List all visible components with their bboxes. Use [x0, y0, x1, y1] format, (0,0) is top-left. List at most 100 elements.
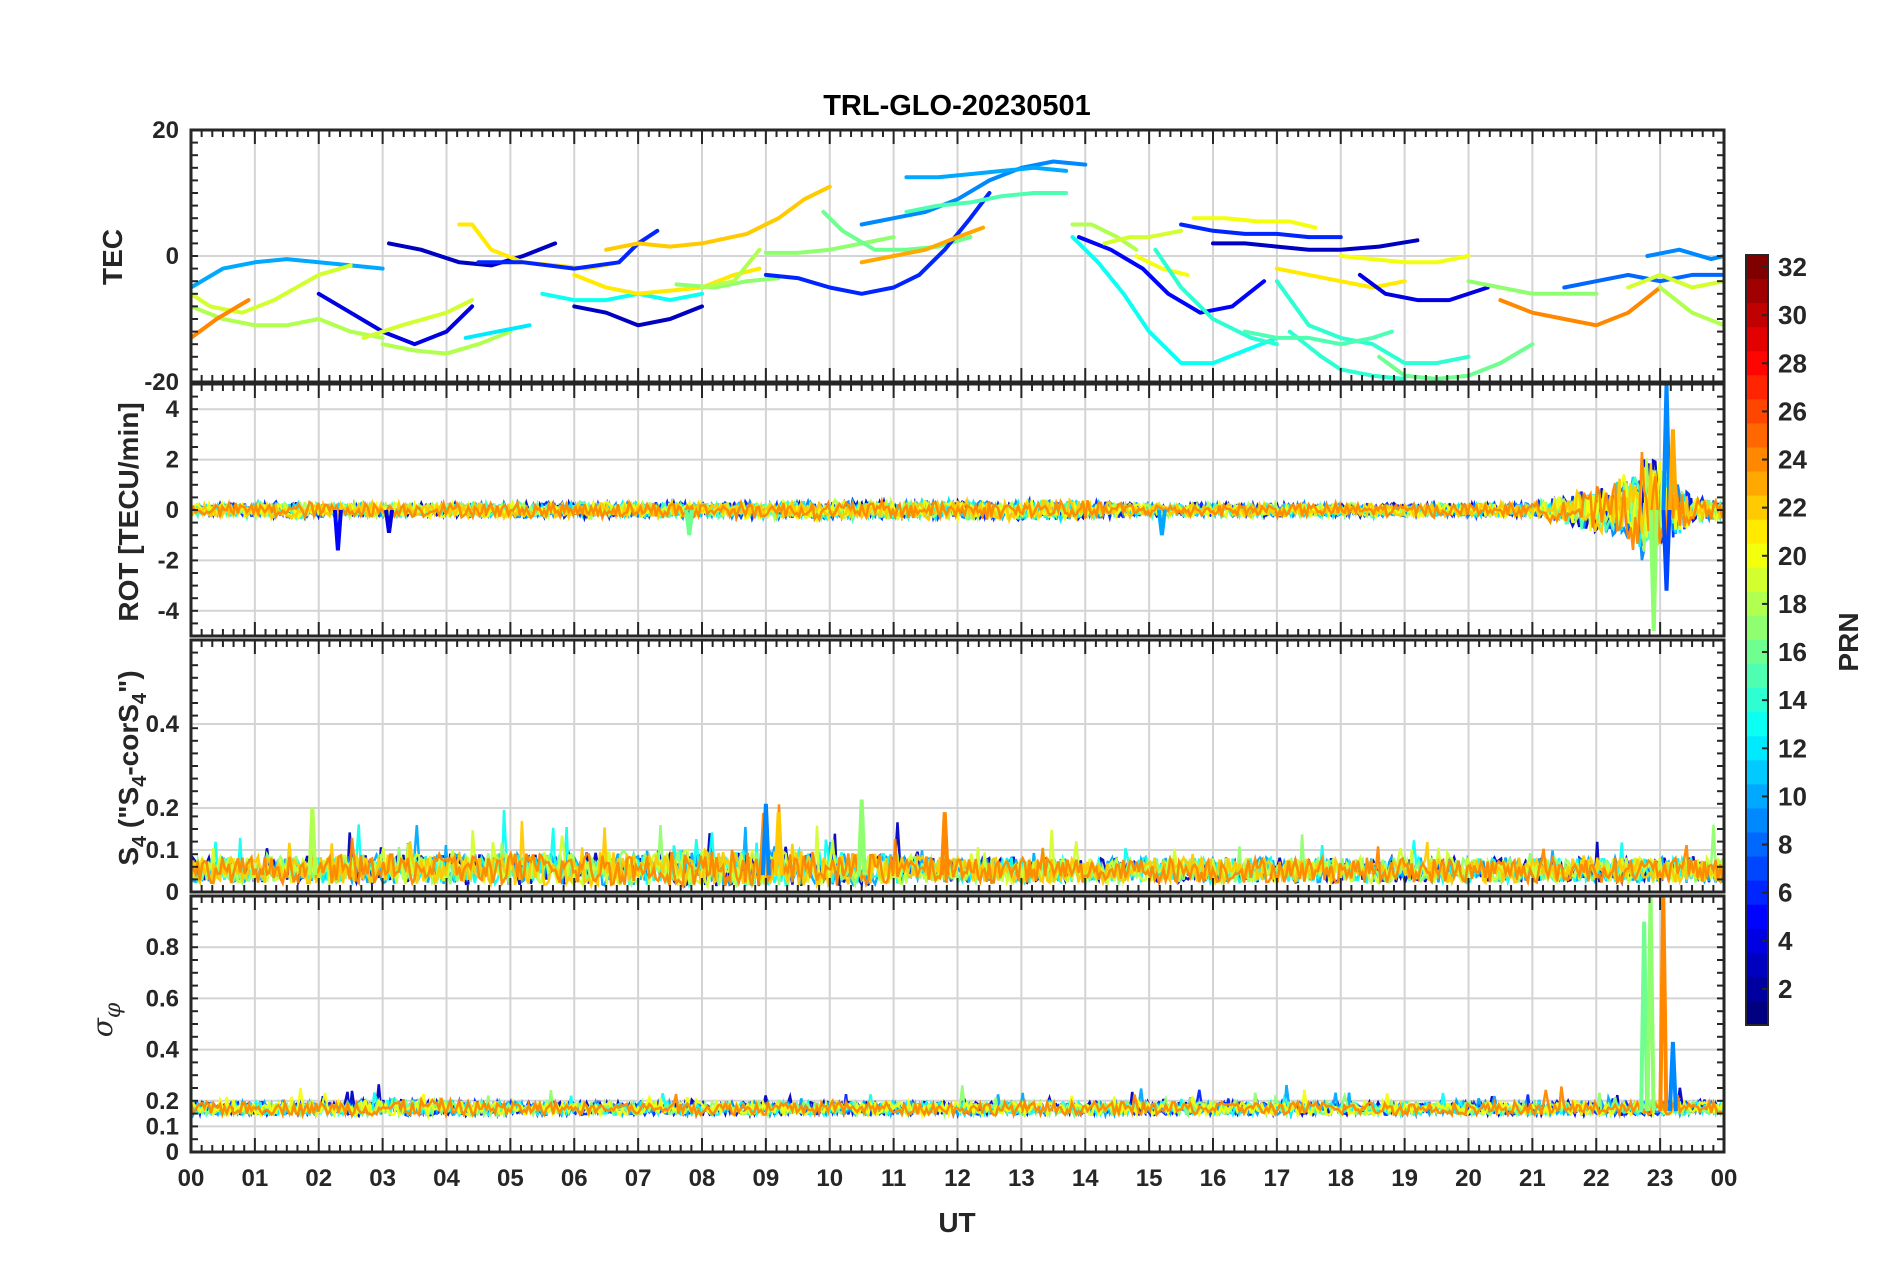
tec-series-line — [1338, 254, 1471, 265]
colorbar-tick-label: 16 — [1778, 637, 1807, 667]
tec-series-line — [1377, 342, 1535, 381]
rot-y-tick-label: 2 — [166, 447, 179, 474]
rot-spike — [1661, 509, 1672, 591]
s4-axis-label: S4 ("S4-corS4") — [113, 670, 151, 865]
colorbar-segment — [1746, 832, 1768, 858]
tec-series-line — [572, 304, 704, 328]
tec-series-line — [1274, 266, 1407, 290]
colorbar-tick-label: 26 — [1778, 396, 1807, 426]
tec-series-line — [700, 247, 762, 290]
colorbar-segment — [1746, 543, 1768, 569]
tec-series-line — [387, 241, 558, 268]
colorbar-segment — [1746, 567, 1768, 593]
tec-series-line — [859, 159, 1088, 227]
s4-spike — [856, 799, 867, 876]
colorbar-segment — [1746, 856, 1768, 882]
x-tick-label: 22 — [1583, 1165, 1610, 1192]
colorbar-segment — [1746, 952, 1768, 978]
sigma-spike — [1667, 1041, 1678, 1112]
tec-series-line — [904, 165, 1069, 180]
colorbar-tick-label: 2 — [1778, 974, 1792, 1004]
sigma-spike — [1658, 896, 1669, 1112]
tec-series-line — [1466, 279, 1599, 296]
colorbar-segment — [1746, 928, 1768, 954]
tec-series-line — [463, 323, 532, 340]
rot-spike — [384, 509, 394, 533]
tec-series-line — [1242, 329, 1394, 347]
colorbar-segment — [1746, 736, 1768, 761]
sigma-y-tick-label: 0.8 — [146, 934, 179, 961]
rot-spike — [1648, 509, 1659, 632]
s4-spike — [939, 812, 950, 876]
x-tick-label: 11 — [881, 1165, 906, 1192]
colorbar-tick-label: 30 — [1778, 300, 1807, 330]
colorbar-segment — [1746, 399, 1768, 425]
sigma-y-tick-label: 0.4 — [146, 1037, 180, 1064]
colorbar-segment — [1746, 1000, 1768, 1026]
tec-series-line — [191, 304, 385, 340]
colorbar-tick-label: 14 — [1778, 685, 1807, 715]
colorbar-tick-label: 32 — [1778, 252, 1807, 282]
sigma-y-tick-label: 0.2 — [146, 1088, 179, 1115]
x-tick-label: 04 — [433, 1165, 460, 1192]
s4-spike — [307, 807, 318, 876]
x-tick-label: 16 — [1200, 1165, 1227, 1192]
rot-spike — [1667, 429, 1678, 511]
sigma-spike — [1645, 896, 1656, 1112]
rot-y-tick-label: -2 — [158, 547, 179, 574]
rot-series-group — [191, 384, 1724, 632]
chart-title: TRL-GLO-20230501 — [823, 90, 1091, 122]
x-tick-label: 18 — [1327, 1165, 1354, 1192]
rot-spike — [1661, 384, 1672, 511]
tec-series-line — [1153, 247, 1279, 347]
tec-series-line — [191, 257, 385, 290]
axes-frames — [189, 128, 1726, 1154]
rot-spike — [684, 509, 695, 536]
tec-series-line — [763, 191, 992, 296]
x-axis-label: UT — [938, 1207, 975, 1238]
x-tick-label: 13 — [1008, 1165, 1035, 1192]
plot-lines — [191, 159, 1724, 1121]
x-tick-label: 06 — [561, 1165, 588, 1192]
sigma-series-line — [191, 1086, 1723, 1120]
x-tick-label: 08 — [689, 1165, 716, 1192]
colorbar-segment — [1746, 640, 1768, 665]
x-tick-label: 12 — [944, 1165, 971, 1192]
sigma-y-tick-label: 0 — [166, 1139, 179, 1166]
tec-axis-label: TEC — [97, 229, 128, 285]
tec-series-line — [1645, 247, 1724, 262]
colorbar-segment — [1746, 880, 1768, 906]
tec-y-tick-label: 20 — [152, 117, 179, 144]
sigma-y-tick-label: 0.6 — [146, 985, 179, 1012]
s4-series-group — [191, 799, 1724, 891]
x-tick-label: 05 — [497, 1165, 524, 1192]
sigma-series-group — [191, 896, 1724, 1121]
colorbar-segment — [1746, 279, 1768, 304]
tec-series-line — [674, 276, 781, 290]
colorbar-segment — [1746, 471, 1768, 497]
tec-series-line — [361, 298, 475, 340]
tec-series-line — [1076, 235, 1267, 315]
x-tick-label: 02 — [305, 1165, 332, 1192]
tec-series-line — [1070, 222, 1139, 252]
tec-series-line — [1274, 279, 1471, 366]
s4-y-tick-label: 0.1 — [146, 837, 179, 864]
tec-series-line — [763, 235, 896, 255]
x-tick-label: 00 — [1711, 1165, 1738, 1192]
sigma-series-line — [191, 1087, 1724, 1121]
tec-series-line — [1070, 235, 1279, 366]
colorbar-tick-label: 12 — [1778, 733, 1807, 763]
tec-series-line — [1357, 272, 1490, 303]
colorbar-segment — [1746, 688, 1768, 713]
colorbar-tick-label: 18 — [1778, 589, 1807, 619]
rot-y-tick-label: 4 — [166, 396, 180, 423]
colorbar-segment — [1746, 375, 1768, 400]
x-tick-label: 01 — [242, 1165, 269, 1192]
tec-series-line — [1102, 228, 1184, 246]
s4-series-line — [191, 804, 1724, 890]
s4-y-tick-label: 0.4 — [146, 711, 180, 738]
x-tick-label: 07 — [625, 1165, 652, 1192]
tec-series-line — [1179, 222, 1343, 240]
rot-spike — [332, 509, 343, 551]
